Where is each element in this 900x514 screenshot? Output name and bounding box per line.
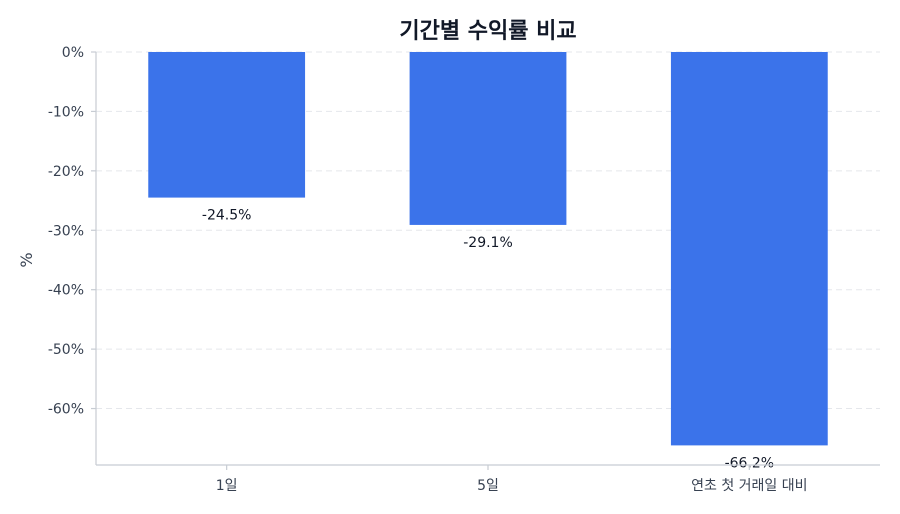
x-tick-label: 5일 (477, 478, 499, 494)
x-tick-label: 연초 첫 거래일 대비 (691, 478, 807, 494)
y-tick-label: -40% (48, 283, 84, 299)
y-tick-label: -20% (48, 164, 84, 180)
bar (148, 52, 306, 198)
y-tick-label: -30% (48, 223, 84, 239)
y-tick-label: 0% (62, 45, 84, 61)
bar (670, 52, 828, 446)
bar (409, 52, 567, 225)
axes: 0% -10% -20% -30% -40% -50% -60% 1일 5일 연초 첫 거래일 대… (48, 45, 880, 494)
bars (148, 52, 828, 446)
y-tick-label: -60% (48, 402, 84, 418)
y-tick-label: -50% (48, 342, 84, 358)
chart-title: 기간별 수익률 비교 (399, 19, 576, 44)
data-label: -24.5% (202, 208, 252, 224)
x-tick-label: 1일 (216, 478, 238, 494)
y-tick-label: -10% (48, 104, 84, 120)
data-label: -66.2% (725, 455, 775, 471)
y-axis-label: % (17, 252, 36, 267)
data-labels: -24.5% -29.1% -66.2% (202, 208, 774, 472)
data-label: -29.1% (463, 235, 513, 251)
